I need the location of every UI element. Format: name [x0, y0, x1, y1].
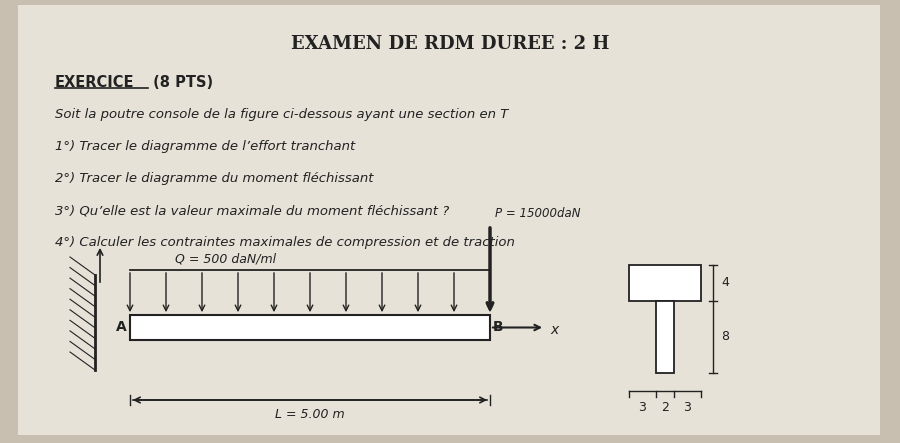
Text: P = 15000daN: P = 15000daN [495, 207, 580, 220]
Text: Q = 500 daN/ml: Q = 500 daN/ml [175, 252, 276, 265]
Text: L = 5.00 m: L = 5.00 m [275, 408, 345, 421]
Text: 8: 8 [721, 330, 729, 343]
Bar [629, 265, 701, 301]
Text: EXERCICE: EXERCICE [55, 75, 134, 90]
Text: 3: 3 [639, 401, 646, 414]
Text: 3: 3 [684, 401, 691, 414]
Bar [656, 301, 674, 373]
Text: 3°) Qu’elle est la valeur maximale du moment fléchissant ?: 3°) Qu’elle est la valeur maximale du mo… [55, 204, 449, 217]
Text: EXAMEN DE RDM DUREE : 2 H: EXAMEN DE RDM DUREE : 2 H [291, 35, 609, 53]
Text: 2: 2 [662, 401, 669, 414]
Text: Soit la poutre console de la figure ci-dessous ayant une section en T: Soit la poutre console de la figure ci-d… [55, 108, 508, 121]
Text: A: A [116, 320, 127, 334]
Text: 4°) Calculer les contraintes maximales de compression et de traction: 4°) Calculer les contraintes maximales d… [55, 236, 515, 249]
Text: 4: 4 [721, 276, 729, 289]
Text: B: B [493, 320, 504, 334]
Text: 1°) Tracer le diagramme de l’effort tranchant: 1°) Tracer le diagramme de l’effort tran… [55, 140, 356, 153]
Text: (8 PTS): (8 PTS) [148, 75, 213, 90]
Bar [130, 315, 490, 340]
Text: x: x [550, 323, 558, 337]
Text: 2°) Tracer le diagramme du moment fléchissant: 2°) Tracer le diagramme du moment fléchi… [55, 172, 373, 185]
